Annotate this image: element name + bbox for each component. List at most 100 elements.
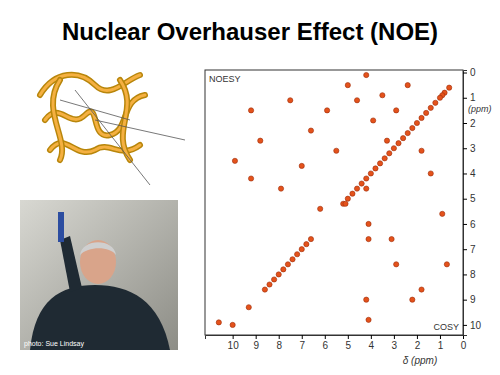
peak — [414, 120, 419, 125]
x-tick-label: 8 — [276, 340, 282, 351]
peak — [354, 186, 359, 191]
peak — [216, 320, 221, 325]
x-tick-mark — [325, 335, 326, 339]
peaks — [216, 72, 452, 327]
y-tick: 9 — [463, 294, 476, 305]
peak — [359, 181, 364, 186]
peak — [377, 161, 382, 166]
peak — [304, 242, 309, 247]
peak — [368, 171, 373, 176]
peak — [419, 287, 424, 292]
y-tick-label: 10 — [470, 320, 482, 331]
peak — [258, 138, 263, 143]
y-tick-mark — [463, 98, 467, 99]
y-tick: 3 — [463, 143, 476, 154]
y-tick-label: 2 — [470, 118, 476, 129]
peak — [248, 108, 253, 113]
peak — [410, 125, 415, 130]
slide-title: Nuclear Overhauser Effect (NOE) — [62, 18, 438, 45]
y-tick-label: 9 — [470, 294, 476, 305]
peak — [318, 206, 323, 211]
peak — [324, 108, 329, 113]
y-tick: 5 — [463, 193, 476, 204]
x-tick: 10 — [228, 335, 240, 351]
plot-frame — [205, 70, 463, 335]
y-tick-mark — [463, 249, 467, 250]
x-tick-mark — [371, 335, 372, 339]
peak — [384, 138, 389, 143]
noe-contact — [60, 100, 130, 120]
person-hair — [80, 242, 116, 255]
peak — [433, 100, 438, 105]
noe-contact — [75, 90, 150, 185]
y-tick: 8 — [463, 269, 476, 280]
y-tick-mark — [463, 173, 467, 174]
y-tick-mark — [463, 300, 467, 301]
y-tick: 6 — [463, 219, 476, 230]
x-tick: 5 — [346, 335, 352, 351]
peak — [447, 85, 452, 90]
peak — [394, 262, 399, 267]
peak — [373, 166, 378, 171]
ribbon-strand-light — [120, 80, 130, 160]
y-tick-mark — [463, 148, 467, 149]
x-tick-label: 0 — [461, 340, 467, 351]
person-arm — [60, 236, 82, 292]
peak — [401, 136, 406, 141]
y-axis-title: (ppm) — [468, 104, 492, 114]
y-tick: 1 — [463, 92, 476, 103]
peak — [308, 236, 313, 241]
peak — [285, 262, 290, 267]
y-tick-label: 3 — [470, 143, 476, 154]
photo: photo: Sue Lindsay — [20, 200, 178, 350]
peak — [295, 252, 300, 257]
noe-contact — [95, 120, 185, 140]
y-tick: 4 — [463, 168, 476, 179]
peak — [437, 95, 442, 100]
y-tick-label: 0 — [470, 67, 476, 78]
y-tick: 7 — [463, 244, 476, 255]
peak — [405, 130, 410, 135]
peak — [248, 176, 253, 181]
nmr-tube — [58, 212, 64, 242]
y-tick-mark — [463, 199, 467, 200]
x-tick: 7 — [299, 335, 305, 351]
x-tick-label: 1 — [438, 340, 444, 351]
x-tick-label: 7 — [299, 340, 305, 351]
person-head — [80, 240, 116, 284]
y-tick: 10 — [463, 320, 482, 331]
y-tick-label: 5 — [470, 193, 476, 204]
ribbon-strand — [53, 80, 62, 160]
y-tick-mark — [463, 224, 467, 225]
photo-credit: photo: Sue Lindsay — [24, 340, 84, 348]
peak — [290, 257, 295, 262]
x-tick-mark — [440, 335, 441, 339]
peak — [382, 156, 387, 161]
peak — [308, 128, 313, 133]
x-tick-mark — [233, 335, 234, 339]
y-tick-label: 7 — [470, 244, 476, 255]
y-tick-label: 4 — [470, 168, 476, 179]
x-tick-mark — [256, 335, 257, 339]
y-tick-label: 6 — [470, 219, 476, 230]
x-axis-line — [206, 336, 464, 340]
peak — [380, 93, 385, 98]
peak — [246, 305, 251, 310]
peak — [405, 83, 410, 88]
peak — [364, 176, 369, 181]
peak — [354, 98, 359, 103]
y-tick-mark — [463, 325, 467, 326]
peak — [389, 236, 394, 241]
peak — [276, 272, 281, 277]
x-axis-title: δ (ppm) — [403, 355, 437, 366]
peak — [428, 105, 433, 110]
x-tick: 6 — [323, 335, 329, 351]
x-tick-label: 5 — [346, 340, 352, 351]
peak — [272, 277, 277, 282]
photo-frame — [20, 200, 178, 350]
y-tick: 0 — [463, 67, 476, 78]
peak — [364, 186, 369, 191]
x-axis: 109876543210 — [206, 335, 467, 351]
y-axis-line — [464, 71, 468, 336]
peak — [371, 118, 376, 123]
